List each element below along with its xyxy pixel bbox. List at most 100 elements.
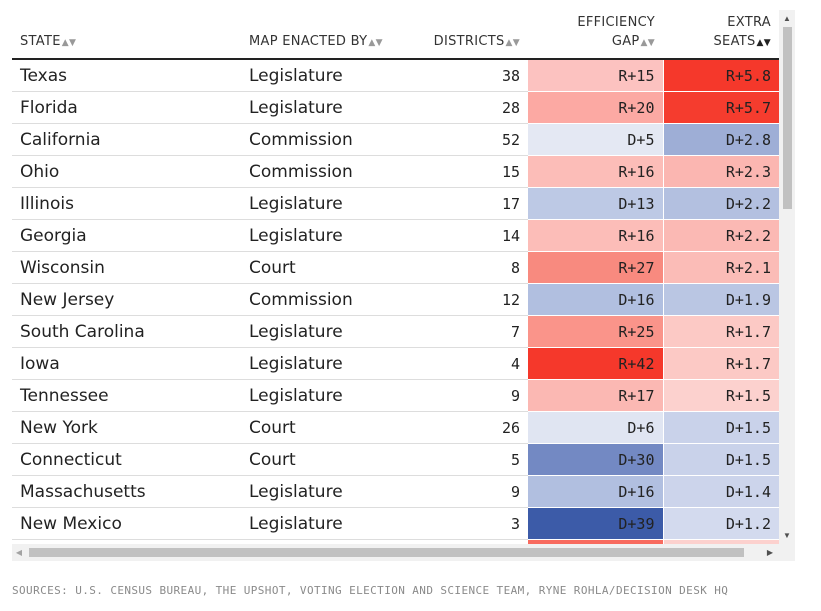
scroll-up-arrow-icon[interactable]: ▲ (783, 14, 791, 23)
cell-state: Massachusetts (12, 475, 241, 508)
cell-map-enacted-by: Legislature (241, 347, 412, 380)
cell-districts: 9 (412, 475, 528, 508)
cell-extra-seats: R+1.7 (663, 347, 779, 380)
sources-footnote: SOURCES: U.S. CENSUS BUREAU, THE UPSHOT,… (12, 584, 729, 597)
cell-map-enacted-by: Court (241, 443, 412, 476)
sort-icon[interactable]: ▲▼ (368, 38, 383, 48)
sort-icon[interactable]: ▲▼ (61, 38, 77, 48)
cell-efficiency-gap (528, 539, 664, 544)
cell-efficiency-gap: R+16 (528, 219, 664, 252)
horizontal-scrollbar[interactable]: ◀ ▶ (12, 544, 795, 561)
column-header-extra-seats[interactable]: EXTRA SEATS▲▼ (663, 10, 779, 60)
column-header-districts[interactable]: DISTRICTS▲▼ (412, 10, 528, 60)
table-header-row: STATE▲▼ MAP ENACTED BY▲▼ DISTRICTS▲▼ EFF… (12, 10, 779, 60)
cell-efficiency-gap: D+30 (528, 443, 664, 476)
cell-map-enacted-by: Commission (241, 123, 412, 156)
cell-state: New Jersey (12, 283, 241, 316)
cell-state: Tennessee (12, 379, 241, 412)
table-row: Iowa Legislature 4 R+42 R+1.7 (12, 347, 779, 380)
cell-efficiency-gap: R+27 (528, 251, 664, 284)
table-row: Florida Legislature 28 R+20 R+5.7 (12, 91, 779, 124)
cell-map-enacted-by: Legislature (241, 507, 412, 540)
cell-extra-seats: D+1.9 (663, 283, 779, 316)
cell-districts: 28 (412, 91, 528, 124)
cell-extra-seats: R+5.8 (663, 59, 779, 92)
cell-state: New York (12, 411, 241, 444)
cell-state: Iowa (12, 347, 241, 380)
scroll-left-arrow-icon[interactable]: ◀ (15, 548, 23, 557)
data-table-viewport: STATE▲▼ MAP ENACTED BY▲▼ DISTRICTS▲▼ EFF… (12, 10, 779, 544)
cell-state: New Mexico (12, 507, 241, 540)
column-header-map-enacted-by[interactable]: MAP ENACTED BY▲▼ (241, 10, 412, 60)
cell-efficiency-gap: R+15 (528, 59, 664, 92)
sort-icon[interactable]: ▲▼ (505, 38, 520, 48)
cell-state: South Carolina (12, 315, 241, 348)
table-row: Texas Legislature 38 R+15 R+5.8 (12, 59, 779, 92)
cell-efficiency-gap: R+20 (528, 91, 664, 124)
cell-extra-seats: R+1.5 (663, 379, 779, 412)
cell-efficiency-gap: R+25 (528, 315, 664, 348)
table-row: South Carolina Legislature 7 R+25 R+1.7 (12, 315, 779, 348)
vertical-scrollbar[interactable]: ▲ ▼ (779, 10, 795, 544)
cell-map-enacted-by: Legislature (241, 379, 412, 412)
cell-efficiency-gap: D+5 (528, 123, 664, 156)
cell-efficiency-gap: R+42 (528, 347, 664, 380)
cell-districts: 7 (412, 315, 528, 348)
cell-state: Georgia (12, 219, 241, 252)
table-row: Georgia Legislature 14 R+16 R+2.2 (12, 219, 779, 252)
scroll-right-arrow-icon[interactable]: ▶ (766, 548, 774, 557)
vertical-scroll-thumb[interactable] (783, 27, 792, 209)
table-row: New Jersey Commission 12 D+16 D+1.9 (12, 283, 779, 316)
sort-down-icon[interactable]: ▲▼ (756, 38, 771, 48)
cell-map-enacted-by: Commission (241, 155, 412, 188)
cell-districts: 9 (412, 379, 528, 412)
cell-state: Wisconsin (12, 251, 241, 284)
column-header-efficiency-gap[interactable]: EFFICIENCY GAP▲▼ (528, 10, 663, 60)
cell-map-enacted-by: Commission (241, 283, 412, 316)
cell-extra-seats: D+1.5 (663, 411, 779, 444)
cell-districts: 12 (412, 283, 528, 316)
cell-state: Florida (12, 91, 241, 124)
cell-efficiency-gap: D+16 (528, 283, 664, 316)
cell-efficiency-gap: D+16 (528, 475, 664, 508)
cell-efficiency-gap: D+13 (528, 187, 664, 220)
cell-map-enacted-by: Court (241, 411, 412, 444)
cell-state: California (12, 123, 241, 156)
sort-icon[interactable]: ▲▼ (640, 38, 655, 48)
table-row: Massachusetts Legislature 9 D+16 D+1.4 (12, 475, 779, 508)
table-row: Connecticut Court 5 D+30 D+1.5 (12, 443, 779, 476)
cell-districts: 38 (412, 59, 528, 92)
table-row: New Mexico Legislature 3 D+39 D+1.2 (12, 507, 779, 540)
cell-extra-seats: R+5.7 (663, 91, 779, 124)
cell-efficiency-gap: R+16 (528, 155, 664, 188)
table-body: Texas Legislature 38 R+15 R+5.8 Florida Legisl… (12, 59, 779, 544)
table-row: Ohio Commission 15 R+16 R+2.3 (12, 155, 779, 188)
cell-state: Connecticut (12, 443, 241, 476)
cell-map-enacted-by: Legislature (241, 315, 412, 348)
scroll-down-arrow-icon[interactable]: ▼ (783, 531, 791, 540)
cell-map-enacted-by (241, 539, 412, 544)
cell-map-enacted-by: Legislature (241, 187, 412, 220)
cell-state: Texas (12, 59, 241, 92)
column-header-state[interactable]: STATE▲▼ (12, 10, 241, 60)
cell-extra-seats: R+2.2 (663, 219, 779, 252)
table-row: New York Court 26 D+6 D+1.5 (12, 411, 779, 444)
table-row: Wisconsin Court 8 R+27 R+2.1 (12, 251, 779, 284)
cell-districts: 4 (412, 347, 528, 380)
cell-districts: 14 (412, 219, 528, 252)
cell-districts: 15 (412, 155, 528, 188)
horizontal-scroll-thumb[interactable] (29, 548, 744, 557)
cell-efficiency-gap: D+39 (528, 507, 664, 540)
cell-map-enacted-by: Court (241, 251, 412, 284)
cell-extra-seats: R+1.7 (663, 315, 779, 348)
cell-map-enacted-by: Legislature (241, 59, 412, 92)
table-row (12, 539, 779, 544)
cell-efficiency-gap: R+17 (528, 379, 664, 412)
table-scroll-container[interactable]: STATE▲▼ MAP ENACTED BY▲▼ DISTRICTS▲▼ EFF… (12, 10, 795, 561)
cell-state (12, 539, 241, 544)
table-row: California Commission 52 D+5 D+2.8 (12, 123, 779, 156)
table-row: Tennessee Legislature 9 R+17 R+1.5 (12, 379, 779, 412)
cell-extra-seats: D+1.5 (663, 443, 779, 476)
cell-state: Ohio (12, 155, 241, 188)
cell-extra-seats (663, 539, 779, 544)
